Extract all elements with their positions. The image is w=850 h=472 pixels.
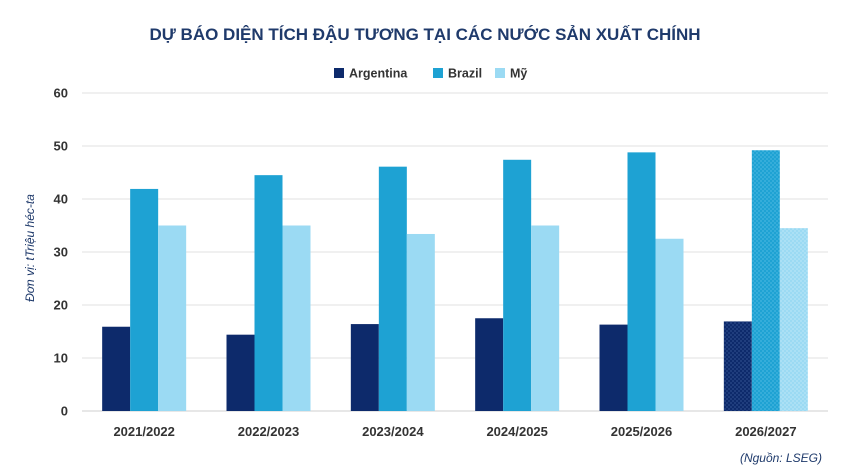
legend-item-argentina: Argentina xyxy=(334,67,408,81)
chart-legend: Argentina Brazil Mỹ xyxy=(334,67,527,81)
bar-argentina-2022-2023 xyxy=(226,334,255,411)
bar-mỹ-2026-2027 xyxy=(779,228,808,411)
bar-mỹ-2022-2023 xyxy=(282,225,311,411)
chart-title: DỰ BÁO DIỆN TÍCH ĐẬU TƯƠNG TẠI CÁC NƯỚC … xyxy=(149,25,700,44)
bar-argentina-2026-2027 xyxy=(723,321,752,411)
y-tick-label: 10 xyxy=(54,351,68,366)
y-axis-ticks: 0 10 20 30 40 50 60 xyxy=(54,86,68,419)
bar-mỹ-2023-2024 xyxy=(406,233,435,411)
bar-argentina-2021-2022 xyxy=(102,326,131,411)
bar-brazil-2023-2024 xyxy=(378,166,407,411)
x-tick-label: 2025/2026 xyxy=(611,424,672,439)
y-tick-label: 0 xyxy=(61,404,68,419)
legend-label: Brazil xyxy=(448,67,482,81)
x-tick-label: 2022/2023 xyxy=(238,424,299,439)
legend-swatch xyxy=(334,68,344,78)
bar-brazil-2021-2022 xyxy=(130,188,159,411)
x-tick-label: 2026/2027 xyxy=(735,424,796,439)
y-tick-label: 60 xyxy=(54,86,68,101)
bars xyxy=(102,150,808,412)
legend-swatch xyxy=(433,68,443,78)
x-axis-ticks: 2021/2022 2022/2023 2023/2024 2024/2025 2025… xyxy=(113,424,796,439)
y-tick-label: 50 xyxy=(54,139,68,154)
bar-mỹ-2025-2026 xyxy=(655,238,684,411)
bar-argentina-2024-2025 xyxy=(475,318,504,411)
bar-brazil-2026-2027 xyxy=(751,150,780,412)
bar-argentina-2025-2026 xyxy=(599,324,628,411)
bar-brazil-2024-2025 xyxy=(503,159,532,411)
y-tick-label: 40 xyxy=(54,192,68,207)
bar-brazil-2025-2026 xyxy=(627,152,656,412)
y-tick-label: 20 xyxy=(54,298,68,313)
x-tick-label: 2024/2025 xyxy=(486,424,547,439)
y-tick-label: 30 xyxy=(54,245,68,260)
bar-mỹ-2021-2022 xyxy=(158,225,187,411)
legend-label: Mỹ xyxy=(510,67,527,81)
legend-label: Argentina xyxy=(349,67,408,81)
bar-argentina-2023-2024 xyxy=(350,324,379,411)
gridlines xyxy=(82,92,828,412)
legend-item-mỹ: Mỹ xyxy=(495,67,527,81)
bar-mỹ-2024-2025 xyxy=(531,225,560,411)
bar-brazil-2022-2023 xyxy=(254,175,283,411)
source-note: (Nguồn: LSEG) xyxy=(740,451,822,465)
legend-item-brazil: Brazil xyxy=(433,67,482,81)
x-tick-label: 2023/2024 xyxy=(362,424,424,439)
x-tick-label: 2021/2022 xyxy=(113,424,174,439)
legend-swatch xyxy=(495,68,505,78)
y-axis-label: Đơn vị: tTriệu héc-ta xyxy=(23,194,37,302)
